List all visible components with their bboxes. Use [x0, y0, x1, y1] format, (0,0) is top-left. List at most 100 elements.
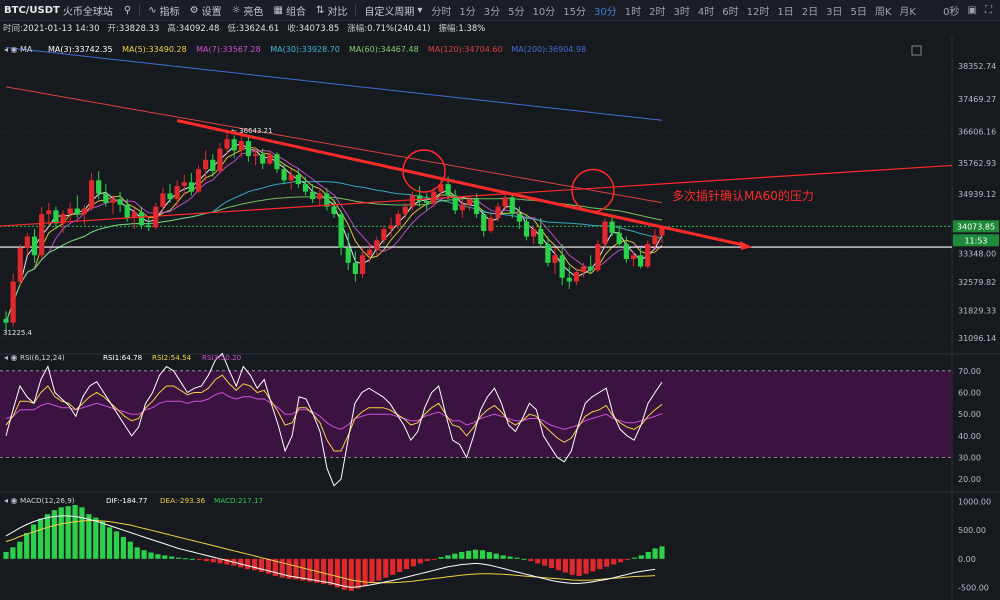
candle-body: [523, 221, 530, 237]
camera-icon[interactable]: ▣: [967, 4, 977, 16]
candle-body: [53, 210, 59, 224]
candle-body: [352, 262, 358, 274]
macd-bar: [106, 527, 113, 559]
ma-legend-title: MA: [20, 45, 33, 54]
tab-period-6[interactable]: 30分: [594, 6, 617, 18]
kline-chart[interactable]: 38352.74 37469.27 36606.16 35762.93 34939.12…: [0, 36, 1000, 600]
macd-bar: [141, 550, 147, 559]
tab-period-16[interactable]: 5日: [850, 6, 867, 18]
candle-body: [31, 236, 38, 256]
macd-bar: [521, 558, 527, 560]
macd-bar: [79, 507, 85, 559]
macd-bar: [514, 557, 520, 559]
countdown-tag: [953, 234, 999, 247]
candle-body: [124, 204, 130, 218]
combine-button[interactable]: ▦ 组合: [269, 3, 311, 18]
macd-tick-label: 1000.00: [958, 498, 991, 507]
annotation-text: 多次插针确认MA60的压力: [672, 188, 814, 203]
macd-bar: [417, 558, 423, 564]
tab-period-12[interactable]: 12时: [746, 6, 770, 18]
macd-bar: [196, 558, 202, 560]
compare-button[interactable]: ⇅ 对比: [311, 3, 352, 18]
candle-body: [580, 266, 587, 273]
tab-period-9[interactable]: 3时: [673, 6, 690, 18]
countdown-tag-text: 11:53: [964, 236, 987, 245]
candle-body: [3, 318, 9, 323]
candle-body: [217, 148, 223, 172]
candle-body: [659, 226, 665, 236]
tab-period-5[interactable]: 15分: [563, 6, 587, 18]
candle-body: [573, 272, 580, 282]
tab-period-4[interactable]: 10分: [532, 6, 556, 18]
price-tick-label: 31829.33: [958, 306, 996, 315]
macd-bar: [479, 550, 486, 559]
tab-period-11[interactable]: 6时: [722, 6, 739, 18]
macd-bar: [604, 558, 610, 567]
candle-body: [74, 208, 80, 215]
tab-period-18[interactable]: 月K: [899, 6, 916, 18]
candle-body: [160, 193, 166, 207]
candle-body: [267, 154, 273, 164]
ma-legend: ◂ ◉ MA MA(3):33742.35 MA(5):33490.28 MA(7):3…: [4, 45, 586, 54]
candle-body: [245, 141, 252, 157]
chart-settings-icon[interactable]: [911, 45, 922, 56]
macd-bar: [624, 558, 631, 560]
macd-bar: [652, 548, 658, 559]
candle-body: [310, 191, 316, 200]
macd-tick-label: -500.00: [958, 583, 989, 592]
macd-bar: [169, 556, 175, 559]
candle-body: [81, 208, 88, 215]
trend-arrow-line: [176, 119, 745, 247]
tab-period-1[interactable]: 1分: [459, 6, 476, 18]
macd-bar: [3, 551, 9, 559]
candle-body: [103, 193, 109, 203]
macd-bar: [93, 517, 99, 559]
macd-bar: [217, 558, 223, 564]
pair-selector[interactable]: BTC/USDT 火币全球站: [0, 3, 119, 18]
arrow-head: [740, 241, 752, 251]
tab-period-2[interactable]: 3分: [483, 6, 501, 18]
macd-bar: [369, 558, 375, 583]
tab-period-0[interactable]: 分时: [431, 6, 452, 18]
ma-legend-item: MA(3):33742.35: [48, 45, 113, 54]
candle-body: [224, 139, 230, 149]
candle-body: [359, 255, 366, 274]
tab-period-14[interactable]: 2日: [801, 6, 819, 18]
macd-bar: [362, 558, 368, 586]
macd-bar: [507, 556, 513, 559]
exchange-name: 火币全球站: [62, 6, 113, 18]
indicators-button[interactable]: ∿ 指标: [143, 3, 184, 18]
theme-button[interactable]: ☼ 亮色: [227, 3, 269, 18]
macd-panel: 1000.00 500.00 0.00 -500.00 ◂ ◉ MACD(12,26,9)…: [3, 496, 991, 592]
candle-body: [46, 210, 52, 215]
fullscreen-icon[interactable]: ⛶: [985, 4, 992, 16]
macd-bar: [383, 558, 389, 578]
macd-bar: [611, 558, 617, 565]
candle-body: [203, 159, 209, 170]
tab-period-8[interactable]: 2时: [649, 6, 666, 18]
macd-bar: [590, 558, 596, 572]
close-info: 收:34073.85: [287, 24, 340, 34]
tab-period-10[interactable]: 4时: [697, 6, 715, 18]
search-button[interactable]: ⚲: [119, 5, 136, 16]
ma3-line: [5, 143, 663, 323]
grid-icon: ▦: [273, 4, 283, 16]
macd-bar: [548, 558, 555, 568]
candle-body: [17, 247, 23, 282]
rsi2-line: [5, 374, 663, 452]
macd-bar: [528, 558, 534, 562]
highlight-circle: [402, 149, 446, 193]
tab-period-13[interactable]: 1日: [777, 6, 794, 18]
macd-legend-title: MACD(12,26,9): [20, 496, 75, 505]
candle-body: [60, 214, 66, 224]
tab-period-15[interactable]: 3日: [826, 6, 843, 18]
macd-tick-label: 0.00: [958, 555, 976, 564]
candle-body: [545, 244, 551, 263]
tab-period-3[interactable]: 5分: [508, 6, 525, 18]
tab-period-17[interactable]: 周K: [874, 6, 892, 18]
tab-period-7[interactable]: 1时: [624, 6, 642, 18]
search-icon: ⚲: [123, 4, 132, 16]
settings-button[interactable]: ⚙ 设置: [185, 3, 227, 18]
custom-period-button[interactable]: 自定义周期 ▾: [359, 3, 427, 18]
macd-bar: [438, 557, 444, 559]
